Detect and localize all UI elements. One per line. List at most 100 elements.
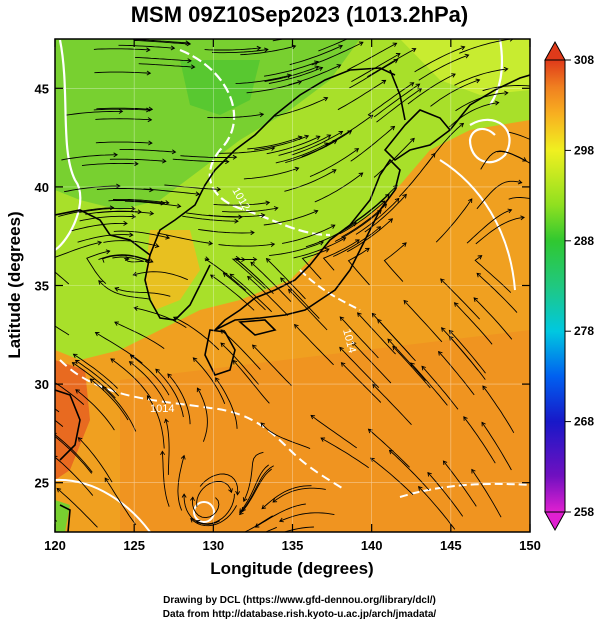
streamline-arrowhead bbox=[313, 209, 319, 215]
streamline-arrowhead bbox=[238, 214, 243, 220]
streamline-arrowhead bbox=[114, 286, 120, 292]
streamline bbox=[133, 271, 188, 281]
streamline-arrowhead bbox=[365, 247, 370, 253]
streamline-arrowhead bbox=[264, 47, 269, 53]
streamline bbox=[496, 150, 530, 164]
streamline-arrowhead bbox=[340, 362, 346, 367]
streamline-arrowhead bbox=[123, 220, 128, 226]
isobar-northeast bbox=[489, 39, 504, 106]
streamline bbox=[260, 422, 311, 450]
streamline bbox=[56, 488, 98, 528]
streamline bbox=[355, 198, 400, 235]
streamline bbox=[247, 136, 302, 150]
y-tick-label: 30 bbox=[35, 377, 49, 392]
streamline-arrowhead bbox=[10, 490, 14, 494]
streamline bbox=[266, 135, 320, 155]
streamline bbox=[339, 347, 380, 389]
streamline bbox=[264, 526, 277, 532]
streamline-arrowhead bbox=[16, 396, 20, 400]
streamline-arrowhead bbox=[118, 108, 124, 114]
streamline-arrowhead bbox=[260, 537, 264, 541]
streamline-arrowhead bbox=[376, 226, 382, 231]
streamline bbox=[135, 56, 192, 62]
streamline bbox=[55, 325, 70, 336]
streamline bbox=[197, 387, 208, 442]
streamline bbox=[383, 242, 407, 282]
streamline bbox=[55, 456, 94, 496]
streamline bbox=[339, 200, 386, 235]
x-axis: 120 125 130 135 140 145 150 bbox=[44, 39, 541, 553]
streamline bbox=[215, 377, 238, 429]
streamline-arrowhead bbox=[259, 112, 265, 118]
streamline-arrowhead bbox=[357, 312, 362, 317]
x-tick-label: 125 bbox=[123, 538, 145, 553]
streamline bbox=[310, 415, 357, 449]
streamline-arrowhead bbox=[129, 354, 135, 360]
typhoon-contour bbox=[193, 501, 215, 523]
streamline bbox=[370, 457, 414, 496]
x-tick-label: 150 bbox=[519, 538, 541, 553]
streamline bbox=[96, 107, 153, 110]
streamline-arrowhead bbox=[55, 455, 58, 460]
streamline bbox=[218, 147, 275, 154]
streamline-arrowhead bbox=[473, 297, 479, 302]
streamline bbox=[280, 277, 320, 319]
isobar-west bbox=[55, 39, 82, 251]
streamline bbox=[403, 300, 443, 343]
streamline-arrowhead bbox=[48, 253, 52, 257]
streamline-arrowhead bbox=[294, 166, 300, 172]
streamline bbox=[75, 389, 115, 431]
streamline-arrowhead bbox=[195, 191, 201, 197]
streamline-arrowhead bbox=[109, 205, 115, 211]
streamline-arrowhead bbox=[438, 350, 443, 356]
streamline-arrowhead bbox=[160, 200, 166, 206]
streamline-arrowhead bbox=[477, 255, 483, 260]
streamline bbox=[173, 316, 220, 351]
streamline-arrowhead bbox=[287, 288, 293, 294]
streamline-arrowhead bbox=[460, 45, 466, 51]
streamline-arrowhead bbox=[451, 73, 456, 78]
streamline bbox=[98, 280, 151, 300]
streamline-arrowhead bbox=[394, 197, 400, 203]
streamline bbox=[196, 480, 232, 507]
streamline-arrowhead bbox=[409, 82, 415, 87]
streamline-arrowhead bbox=[229, 273, 235, 279]
streamline bbox=[78, 437, 113, 483]
streamline bbox=[66, 110, 123, 116]
streamline-arrowhead bbox=[520, 215, 525, 221]
streamline-arrowhead bbox=[172, 316, 178, 321]
streamline bbox=[367, 82, 414, 116]
streamline-arrowhead bbox=[280, 277, 285, 283]
streamline bbox=[357, 312, 396, 355]
streamline-arrowhead bbox=[371, 312, 377, 318]
streamline bbox=[435, 198, 473, 243]
streamline-arrowhead bbox=[410, 137, 415, 143]
streamline bbox=[392, 345, 431, 389]
streamline bbox=[118, 44, 175, 49]
streamline-arrowhead bbox=[475, 78, 481, 84]
streamline bbox=[407, 73, 456, 105]
streamline bbox=[55, 436, 93, 474]
streamline bbox=[167, 373, 191, 425]
x-tick-label: 145 bbox=[440, 538, 462, 553]
streamline-arrowhead bbox=[251, 344, 257, 350]
streamline-arrowhead bbox=[403, 299, 409, 305]
streamline bbox=[212, 48, 268, 54]
streamline-arrowhead bbox=[216, 186, 222, 192]
streamline bbox=[64, 185, 120, 193]
chart-title: MSM 09Z10Sep2023 (1013.2hPa) bbox=[130, 2, 469, 27]
streamline-arrowhead bbox=[395, 53, 401, 58]
streamline bbox=[364, 194, 407, 233]
colorbar-tick-label: 308 bbox=[574, 53, 594, 67]
streamline bbox=[482, 385, 515, 434]
streamline bbox=[223, 272, 266, 311]
streamline-arrowhead bbox=[482, 385, 487, 391]
streamline bbox=[373, 83, 420, 118]
isobar-southwest bbox=[55, 478, 151, 532]
streamline bbox=[474, 255, 512, 293]
streamline bbox=[421, 365, 459, 410]
streamline bbox=[155, 368, 184, 418]
streamline bbox=[301, 248, 330, 280]
streamline-arrowhead bbox=[148, 140, 153, 146]
streamline-arrowhead bbox=[260, 422, 266, 427]
